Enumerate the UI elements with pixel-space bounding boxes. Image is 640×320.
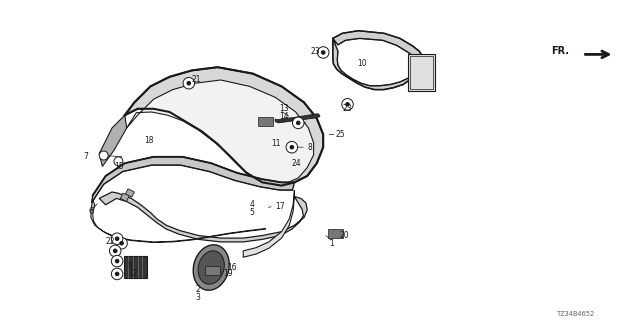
Text: 3: 3: [195, 293, 200, 302]
Circle shape: [345, 102, 350, 107]
Polygon shape: [92, 157, 294, 203]
Text: 19: 19: [223, 269, 232, 278]
Circle shape: [111, 268, 123, 280]
Text: 25: 25: [336, 130, 346, 139]
Circle shape: [183, 77, 195, 89]
Text: 11: 11: [271, 140, 280, 148]
Text: TZ34B4652: TZ34B4652: [557, 311, 595, 317]
Text: 10: 10: [357, 60, 367, 68]
Polygon shape: [99, 115, 127, 166]
Text: 20: 20: [339, 231, 349, 240]
Circle shape: [186, 81, 191, 85]
Text: 4: 4: [250, 200, 255, 209]
Text: 21: 21: [192, 76, 202, 84]
Circle shape: [321, 50, 326, 55]
Circle shape: [113, 249, 118, 253]
Polygon shape: [120, 193, 129, 202]
Text: 13: 13: [280, 104, 289, 113]
Bar: [205, 266, 220, 275]
Text: 7: 7: [83, 152, 88, 161]
Circle shape: [115, 272, 120, 276]
Text: 1: 1: [330, 239, 334, 248]
Text: 9: 9: [128, 261, 133, 270]
Circle shape: [286, 141, 298, 153]
Circle shape: [296, 121, 301, 125]
Text: 14: 14: [280, 112, 289, 121]
Bar: [408, 54, 435, 91]
Circle shape: [111, 233, 123, 244]
Polygon shape: [125, 67, 323, 186]
Text: FR.: FR.: [552, 46, 570, 56]
Polygon shape: [99, 192, 307, 242]
Polygon shape: [243, 190, 294, 257]
Polygon shape: [127, 80, 314, 184]
Polygon shape: [333, 31, 422, 90]
Circle shape: [116, 237, 127, 249]
Bar: [124, 256, 147, 278]
Polygon shape: [275, 114, 320, 123]
Circle shape: [292, 117, 304, 129]
Circle shape: [342, 99, 353, 110]
Text: 16: 16: [227, 263, 237, 272]
Text: 6: 6: [88, 207, 93, 216]
Bar: [410, 56, 433, 89]
Circle shape: [109, 245, 121, 257]
Text: 22: 22: [106, 237, 115, 246]
Circle shape: [115, 259, 120, 263]
Bar: [328, 229, 343, 238]
Text: 12: 12: [128, 269, 138, 278]
Circle shape: [115, 236, 120, 241]
Text: 23: 23: [310, 47, 320, 56]
Circle shape: [289, 145, 294, 149]
Circle shape: [119, 241, 124, 245]
Text: 17: 17: [275, 202, 285, 211]
Polygon shape: [125, 189, 134, 197]
Text: 2: 2: [195, 285, 200, 294]
Circle shape: [114, 157, 123, 166]
Text: 5: 5: [250, 208, 255, 217]
Ellipse shape: [193, 245, 229, 290]
Text: 8: 8: [307, 143, 312, 152]
Text: 24: 24: [291, 159, 301, 168]
Text: 23: 23: [342, 104, 352, 113]
Circle shape: [99, 151, 108, 160]
Ellipse shape: [198, 251, 224, 284]
Bar: [258, 117, 273, 126]
Circle shape: [317, 47, 329, 58]
Text: 15: 15: [114, 162, 124, 171]
Text: 18: 18: [144, 136, 154, 145]
Circle shape: [111, 255, 123, 267]
Polygon shape: [91, 200, 266, 243]
